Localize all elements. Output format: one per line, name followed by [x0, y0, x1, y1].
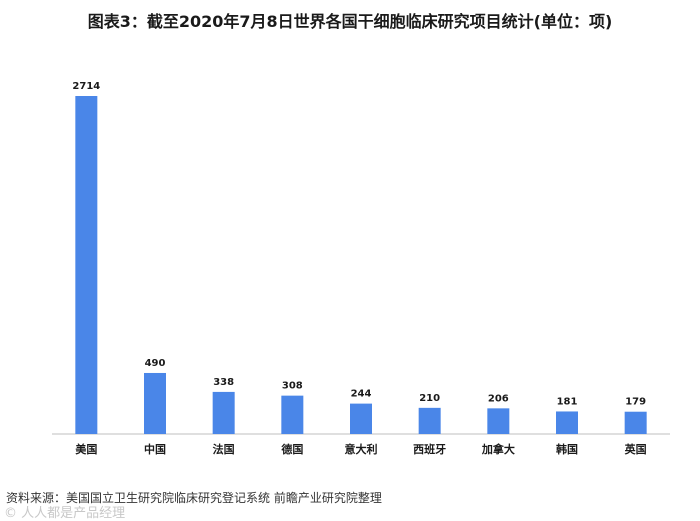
bar-0: [75, 96, 98, 434]
watermark: © 人人都是产品经理: [4, 506, 126, 521]
bar-7: [556, 411, 578, 434]
bars-group: [75, 96, 647, 434]
category-label-1: 中国: [144, 442, 166, 456]
bar-1: [144, 372, 166, 434]
value-label-1: 490: [145, 358, 166, 369]
source-note: 资料来源：美国国立卫生研究院临床研究登记系统 前瞻产业研究院整理: [6, 491, 382, 505]
category-label-7: 韩国: [556, 442, 578, 456]
value-label-6: 206: [488, 393, 509, 404]
bar-4: [350, 403, 372, 434]
value-label-2: 338: [213, 377, 234, 388]
bar-5: [418, 407, 441, 434]
value-label-5: 210: [419, 393, 440, 404]
category-label-2: 法国: [213, 442, 235, 456]
value-label-0: 2714: [72, 81, 100, 92]
chart-title: 图表3：截至2020年7月8日世界各国干细胞临床研究项目统计(单位：项): [87, 12, 613, 31]
value-labels-group: 2714 490 338 308 244 210 206 181 179: [72, 81, 646, 408]
value-label-4: 244: [351, 389, 372, 400]
bar-6: [487, 408, 510, 434]
category-label-8: 英国: [624, 442, 647, 456]
category-label-0: 美国: [75, 442, 97, 456]
value-label-8: 179: [625, 397, 646, 408]
bar-2: [212, 391, 235, 434]
value-label-7: 181: [557, 396, 578, 407]
category-label-3: 德国: [280, 442, 303, 456]
bar-8: [624, 411, 647, 434]
bar-3: [281, 395, 304, 434]
category-labels-group: 美国 中国 法国 德国 意大利 西班牙 加拿大 韩国 英国: [75, 442, 646, 456]
category-label-5: 西班牙: [413, 442, 446, 456]
category-label-6: 加拿大: [481, 442, 515, 456]
value-label-3: 308: [282, 381, 303, 392]
category-label-4: 意大利: [345, 442, 378, 456]
